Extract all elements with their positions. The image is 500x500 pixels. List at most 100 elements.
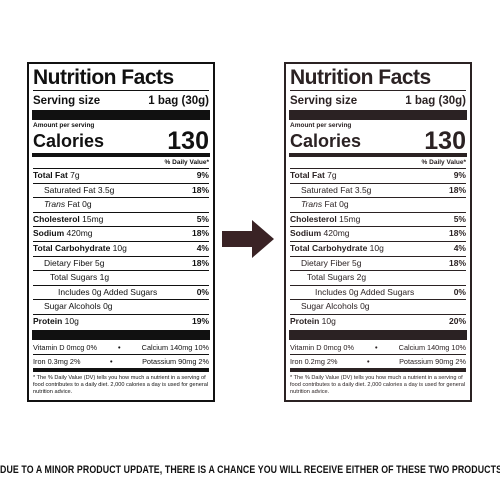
divider [290,313,466,315]
saturated-fat-label: Saturated Fat 3.5g [301,184,372,195]
sodium-dv: 18% [191,228,209,239]
nutrition-label-original: Nutrition Facts Serving size 1 bag (30g)… [27,62,215,402]
sodium-label: Sodium [33,228,65,239]
cholesterol-dv: 5% [453,213,466,224]
dietary-fiber-row: Dietary Fiber 5g 18% [290,257,466,272]
calories-row: Calories 130 [290,129,466,154]
added-sugars-dv: 0% [196,286,209,297]
carbohydrate-dv: 4% [453,242,466,253]
protein-label: Protein [290,315,320,326]
calcium: Calcium 140mg 10% [398,342,466,352]
potassium: Potassium 90mg 2% [399,356,466,366]
protein-dv: 19% [191,315,209,326]
total-fat-row: Total Fat 7g 9% [290,169,466,184]
bullet: • [366,356,370,366]
trans-fat-row: Trans Fat 0g [33,198,209,213]
cholesterol-row: Cholesterol 15mg 5% [33,213,209,228]
protein-row: Protein 10g 19% [33,315,209,329]
nutrition-label-updated: Nutrition Facts Serving size 1 bag (30g)… [284,62,472,402]
carbohydrate-dv: 4% [196,242,209,253]
cholesterol-label: Cholesterol [33,213,80,224]
trans-fat-amount: Fat 0g [67,199,92,210]
cholesterol-amount: 15mg [82,213,104,224]
sugar-alcohols-label: Sugar Alcohols 0g [44,301,113,312]
trans-fat-row: Trans Fat 0g [290,198,466,213]
cholesterol-row: Cholesterol 15mg 5% [290,213,466,228]
divider [33,313,209,315]
serving-size-value: 1 bag (30g) [148,95,209,107]
calories-label: Calories [290,131,362,151]
sugar-alcohols-label: Sugar Alcohols 0g [301,301,370,312]
calcium: Calcium 140mg 10% [141,342,209,352]
vitamin-row-1: Vitamin D 0mcg 0% • Calcium 140mg 10% [290,341,466,355]
divider [33,368,209,372]
divider-medium [32,153,210,157]
label-title: Nutrition Facts [290,66,431,89]
added-sugars-row: Includes 0g Added Sugars 0% [33,286,209,301]
carbohydrate-row: Total Carbohydrate 10g 4% [33,242,209,257]
carbohydrate-row: Total Carbohydrate 10g 4% [290,242,466,257]
total-fat-amount: 7g [327,170,337,180]
product-update-notice: DUE TO A MINOR PRODUCT UPDATE, THERE IS … [0,462,500,476]
dietary-fiber-dv: 18% [448,257,466,268]
potassium: Potassium 90mg 2% [142,356,209,366]
saturated-fat-dv: 18% [448,184,466,195]
trans-fat-amount: Fat 0g [324,199,349,210]
saturated-fat-label: Saturated Fat 3.5g [44,184,115,195]
dietary-fiber-dv: 18% [191,257,209,268]
total-sugars-row: Total Sugars 1g [33,271,209,286]
saturated-fat-row: Saturated Fat 3.5g 18% [33,184,209,199]
vitamin-row-1: Vitamin D 0mcg 0% • Calcium 140mg 10% [33,341,209,355]
dietary-fiber-label: Dietary Fiber 5g [301,257,362,268]
saturated-fat-dv: 18% [191,184,209,195]
footnote: * The % Daily Value (DV) tells you how m… [33,374,209,395]
added-sugars-label: Includes 0g Added Sugars [315,286,415,297]
divider-thick [289,110,467,120]
sodium-amount: 420mg [323,228,350,239]
dietary-fiber-label: Dietary Fiber 5g [44,257,105,268]
carbohydrate-label: Total Carbohydrate [290,242,368,253]
protein-dv: 20% [448,315,466,326]
trans-fat-label: Trans [44,199,66,210]
serving-size-label: Serving size [290,95,358,107]
cholesterol-label: Cholesterol [290,213,337,224]
vitamin-d: Vitamin D 0mcg 0% [290,342,354,352]
sodium-label: Sodium [290,228,322,239]
sodium-row: Sodium 420mg 18% [33,227,209,242]
divider [290,368,466,372]
iron: Iron 0.3mg 2% [33,356,81,366]
total-fat-amount: 7g [70,170,80,180]
serving-size-label: Serving size [33,95,101,107]
calories-row: Calories 130 [33,129,209,154]
cholesterol-amount: 15mg [339,213,361,224]
sugar-alcohols-row: Sugar Alcohols 0g [290,300,466,314]
total-fat-row: Total Fat 7g 9% [33,169,209,184]
carbohydrate-label: Total Carbohydrate [33,242,111,253]
total-sugars-label: Total Sugars 2g [307,272,367,283]
protein-amount: 10g [321,315,336,326]
iron: Iron 0.2mg 2% [290,356,338,366]
total-sugars-row: Total Sugars 2g [290,271,466,286]
vitamin-row-2: Iron 0.3mg 2% • Potassium 90mg 2% [33,355,209,369]
serving-size-value: 1 bag (30g) [405,95,466,107]
sodium-amount: 420mg [66,228,93,239]
cholesterol-dv: 5% [196,213,209,224]
vitamin-d: Vitamin D 0mcg 0% [33,342,97,352]
total-fat-dv: 9% [196,170,209,180]
amount-per-serving: Amount per serving [290,122,352,129]
divider [290,168,466,169]
saturated-fat-row: Saturated Fat 3.5g 18% [290,184,466,199]
protein-row: Protein 10g 20% [290,315,466,329]
divider [33,90,209,91]
daily-value-header: % Daily Value* [421,159,466,166]
trans-fat-label: Trans [301,199,323,210]
total-sugars-label: Total Sugars 1g [50,272,110,283]
divider-thick [289,329,467,340]
added-sugars-dv: 0% [453,286,466,297]
divider-thick [32,329,210,340]
daily-value-header: % Daily Value* [164,159,209,166]
sodium-dv: 18% [448,228,466,239]
vitamin-row-2: Iron 0.2mg 2% • Potassium 90mg 2% [290,355,466,369]
added-sugars-row: Includes 0g Added Sugars 0% [290,286,466,301]
label-title: Nutrition Facts [33,66,174,89]
